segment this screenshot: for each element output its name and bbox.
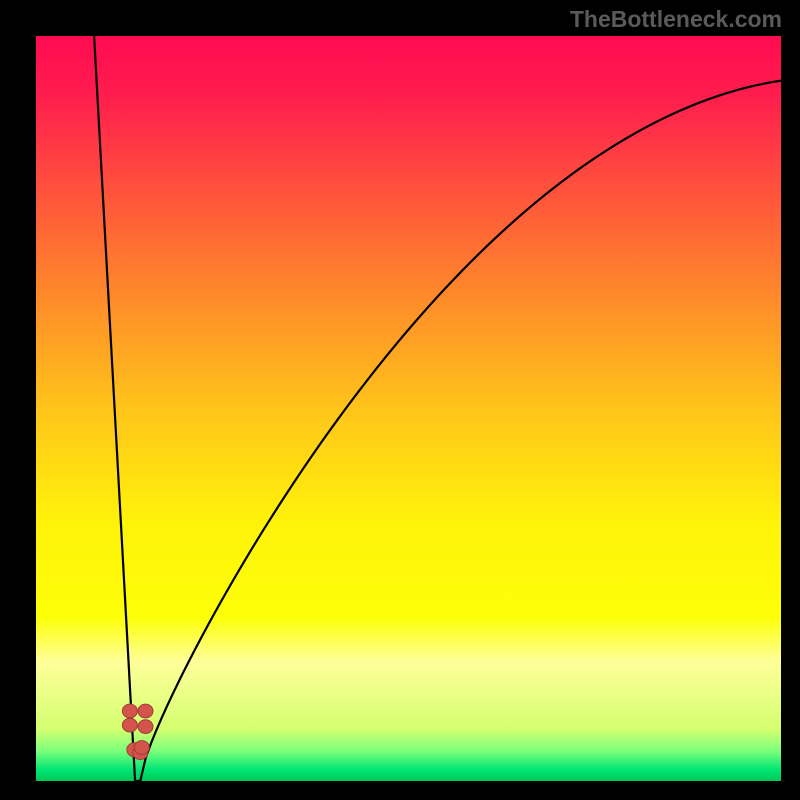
data-marker: [134, 741, 149, 755]
frame-bottom: [0, 781, 800, 800]
frame-right: [781, 0, 800, 800]
data-marker: [138, 720, 153, 734]
bottleneck-chart: [0, 0, 800, 800]
chart-svg: [0, 0, 800, 800]
data-marker: [122, 704, 137, 718]
data-marker: [122, 718, 137, 732]
watermark-text: TheBottleneck.com: [570, 6, 782, 33]
frame-left: [0, 0, 36, 800]
plot-background: [36, 36, 781, 781]
data-marker: [138, 704, 153, 718]
